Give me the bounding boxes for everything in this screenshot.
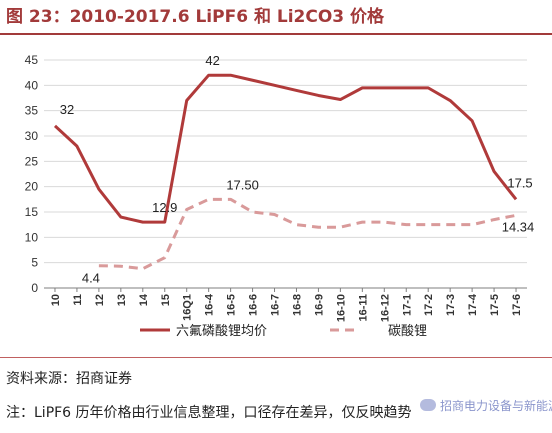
x-tick-label: 16-6 [248, 294, 260, 316]
title-divider [0, 33, 552, 35]
data-label: 17.50 [226, 177, 259, 192]
y-tick-label: 30 [25, 129, 39, 143]
watermark: 招商电力设备与新能源 [420, 397, 552, 414]
x-tick-label: 17-4 [467, 293, 479, 316]
y-tick-label: 10 [25, 230, 39, 244]
y-tick-label: 15 [25, 205, 39, 219]
x-tick-label: 17-2 [423, 294, 435, 316]
chart-legend: 六氟磷酸锂均价 碳酸锂 [140, 324, 427, 339]
y-tick-label: 40 [25, 78, 39, 92]
legend-item-li2co3-label: 碳酸锂 [388, 324, 427, 339]
series-lines [53, 73, 518, 271]
y-tick-label: 0 [31, 281, 38, 295]
data-labels: 32 42 12.9 17.5 4.4 17.50 14.34 [60, 53, 535, 286]
data-label: 4.4 [82, 271, 100, 286]
y-tick-label: 45 [25, 53, 39, 67]
x-tick-label: 16-5 [226, 294, 238, 316]
legend-item-lipf6-label: 六氟磷酸锂均价 [176, 324, 267, 339]
footnote: 注：LiPF6 历年价格由行业信息整理，口径存在差异，仅反映趋势 [6, 405, 412, 421]
x-tick-label: 16-11 [357, 294, 369, 322]
x-tick-label: 12 [94, 294, 106, 306]
x-tick-label: 13 [116, 294, 128, 306]
series-line-lipf6 [53, 73, 518, 224]
x-tick-label: 16-9 [313, 294, 325, 316]
data-label: 17.5 [507, 175, 532, 190]
y-tick-label: 25 [25, 154, 39, 168]
x-tick-label: 17-3 [445, 294, 457, 316]
x-tick-label: 16-10 [335, 294, 347, 322]
x-tick-label: 17-5 [489, 294, 501, 316]
x-tick-label: 16-12 [379, 294, 391, 322]
footer-divider [0, 357, 552, 358]
data-label: 14.34 [502, 219, 535, 234]
x-tick-label: 17-1 [401, 294, 413, 316]
series-line-li2co3 [98, 197, 517, 271]
x-tick-label: 16-4 [204, 293, 216, 316]
y-axis-ticks: 0 5 10 15 20 25 30 35 40 45 [25, 53, 39, 295]
y-tick-label: 35 [25, 104, 39, 118]
wechat-icon [420, 399, 436, 411]
x-tick-label: 16Q1 [182, 294, 194, 321]
x-tick-label: 16-7 [270, 294, 282, 316]
x-tick-label: 17-6 [511, 294, 523, 316]
chart-grid [44, 59, 527, 289]
x-tick-label: 11 [72, 294, 84, 306]
data-label: 42 [205, 53, 219, 68]
x-tick-label: 10 [50, 294, 62, 306]
x-tick-label: 16-8 [291, 294, 303, 316]
source-note: 资料来源：招商证券 [6, 371, 132, 387]
figure-title: 图 23：2010-2017.6 LiPF6 和 Li2CO3 价格 [6, 7, 385, 27]
data-label: 12.9 [152, 200, 177, 215]
watermark-text: 招商电力设备与新能源 [440, 399, 552, 413]
x-tick-label: 15 [160, 294, 172, 306]
y-tick-label: 20 [25, 180, 39, 194]
x-tick-label: 14 [138, 293, 150, 306]
x-axis-ticks: 10 11 12 13 14 15 16Q1 16-4 16-5 16-6 16-7 16-8 16-9… [50, 288, 523, 322]
y-tick-label: 5 [31, 256, 38, 270]
data-label: 32 [60, 102, 74, 117]
